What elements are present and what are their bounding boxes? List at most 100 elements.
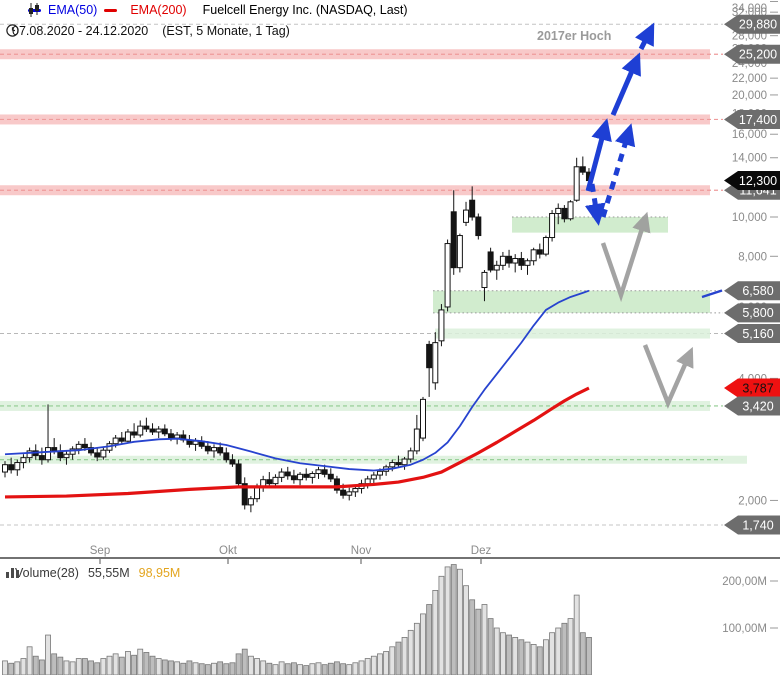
volume-bar <box>555 627 562 675</box>
volume-bar <box>297 664 303 675</box>
candle-body <box>63 453 70 459</box>
candle-body <box>413 428 420 452</box>
volume-bar <box>26 646 33 675</box>
volume-bar <box>82 658 88 675</box>
volume-bar <box>500 632 506 675</box>
volume-bar <box>327 662 334 675</box>
candle-body <box>346 491 353 496</box>
candle-body <box>567 201 574 220</box>
candle-body <box>333 478 340 491</box>
candle-body <box>223 452 230 461</box>
volume-bar <box>14 661 21 675</box>
instrument-title: Fuelcell Energy Inc. (NASDAQ, Last) <box>202 3 408 17</box>
price-tick-label: 16,000 <box>732 129 767 141</box>
volume-bar <box>561 622 568 675</box>
volume-bar <box>481 604 488 675</box>
volume-bar <box>536 646 543 675</box>
price-badge <box>724 171 780 191</box>
price-badge <box>724 44 780 64</box>
candle-body <box>124 431 131 442</box>
price-badge-label: 25,200 <box>739 48 777 62</box>
price-badge <box>724 14 780 34</box>
volume-bar <box>88 660 94 675</box>
volume-bar <box>395 641 402 675</box>
volume-bar <box>254 658 260 675</box>
price-badge-label: 6,580 <box>742 284 773 298</box>
candle-body <box>340 489 347 496</box>
price-badge <box>724 515 780 535</box>
volume-bar <box>278 661 285 675</box>
volume-bar <box>51 653 58 675</box>
volume-bar <box>469 599 476 675</box>
volume-tick-label: 200,00M <box>722 576 767 588</box>
support-zone <box>0 400 710 411</box>
volume-bar <box>223 663 230 675</box>
price-tick-label: 34,000 <box>732 3 767 15</box>
candle-body <box>327 473 334 480</box>
candle-body <box>167 433 174 439</box>
candle-body <box>81 443 88 449</box>
candle-body <box>229 459 236 465</box>
candle-body <box>321 469 328 475</box>
volume-bar <box>8 662 15 675</box>
candle-body <box>309 473 316 478</box>
price-tick-label: 2,000 <box>738 495 767 507</box>
volume-bar <box>346 664 353 675</box>
volume-bar <box>426 604 433 675</box>
volume-bar <box>69 661 76 675</box>
scenario-v-arrow-1-gray <box>600 211 651 303</box>
price-badge <box>724 281 780 301</box>
price-badge <box>724 324 780 344</box>
target-arrow-3-blue <box>635 22 655 51</box>
candle-body <box>284 471 291 477</box>
volume-bar <box>45 634 51 675</box>
volume-bar <box>235 653 242 675</box>
period-range: 07.08.2020 - 24.12.2020 <box>12 24 149 38</box>
volume-indicator-label: Volume(28) <box>15 566 79 580</box>
candle-body <box>419 398 426 439</box>
volume-bar <box>106 655 113 675</box>
volume-bar <box>377 653 383 675</box>
candle-body <box>376 470 383 476</box>
candle-body <box>518 258 525 266</box>
candle-body <box>407 450 414 460</box>
volume-bar <box>247 655 254 675</box>
volume-bar <box>579 632 586 675</box>
candle-body <box>469 199 476 218</box>
volume-bar <box>524 641 531 675</box>
candle-body <box>94 452 101 458</box>
candle-body <box>254 487 261 500</box>
price-badge-label: 17,400 <box>739 113 777 127</box>
volume-bar <box>94 662 101 675</box>
candle-body <box>131 431 138 436</box>
volume-bar <box>63 660 70 675</box>
period-legend: 07.08.2020 - 24.12.2020 (EST, 5 Monate, … <box>6 24 290 38</box>
volume-bar <box>573 594 580 675</box>
volume-bar <box>75 658 82 675</box>
volume-bar <box>291 662 297 675</box>
price-badge-label: 12,300 <box>739 174 777 188</box>
candle-body <box>8 464 15 471</box>
volume-bar <box>118 656 125 675</box>
candle-body <box>536 249 543 255</box>
candle-body <box>315 469 322 475</box>
volume-bar <box>512 637 519 675</box>
volume-bar <box>364 658 371 675</box>
volume-bar <box>543 639 549 675</box>
resistance-zone <box>0 185 710 196</box>
candle-body <box>149 428 156 433</box>
volume-bar <box>198 663 205 675</box>
candle-body <box>364 478 371 485</box>
candle-body <box>524 260 531 266</box>
volume-bar <box>463 585 469 675</box>
volume-bar <box>315 662 322 675</box>
price-badge-label: 3,787 <box>742 381 773 395</box>
candle-body <box>352 488 359 493</box>
ema50-badge-notch <box>701 289 723 299</box>
volume-bar <box>131 654 137 675</box>
target-arrow-1-blue <box>585 118 612 192</box>
price-badge <box>724 303 780 323</box>
ema50-line-icon <box>28 8 41 12</box>
